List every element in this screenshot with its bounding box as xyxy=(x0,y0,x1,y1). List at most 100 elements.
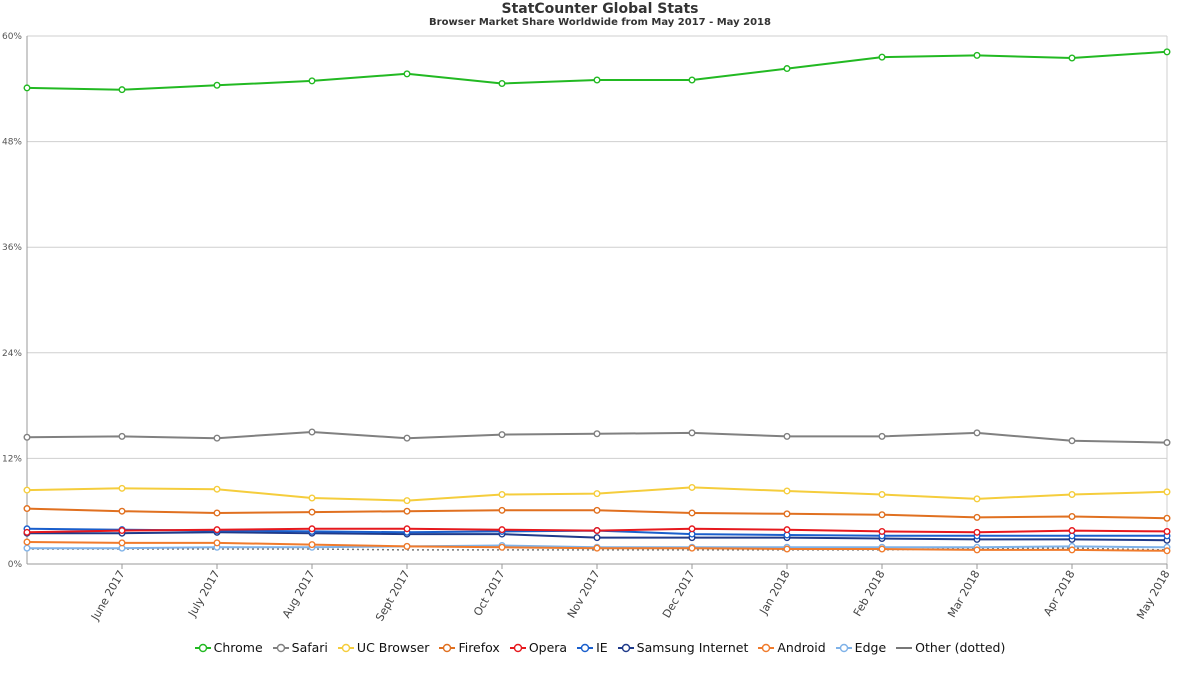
legend-swatch xyxy=(896,646,913,649)
x-tick-label: Oct 2017 xyxy=(471,568,508,618)
data-point xyxy=(213,509,221,517)
data-point xyxy=(118,527,126,535)
data-point xyxy=(688,544,696,552)
data-point xyxy=(118,86,126,94)
x-tick-label: June 2017 xyxy=(88,568,127,623)
y-tick-label: 24% xyxy=(2,349,22,359)
x-tick-label: July 2017 xyxy=(185,568,222,620)
data-point xyxy=(1163,514,1171,522)
data-point xyxy=(403,434,411,442)
legend-swatch-marker xyxy=(839,643,848,652)
data-point xyxy=(1068,546,1076,554)
data-point xyxy=(118,484,126,492)
legend-label: Safari xyxy=(291,640,328,655)
data-point xyxy=(308,508,316,516)
data-point xyxy=(878,53,886,61)
data-point xyxy=(593,544,601,552)
x-tick-label: Dec 2017 xyxy=(660,568,698,620)
data-point xyxy=(498,543,506,551)
data-point xyxy=(593,76,601,84)
data-point xyxy=(973,513,981,521)
data-point xyxy=(213,539,221,547)
data-point xyxy=(1163,547,1171,555)
x-tick-label: Sept 2017 xyxy=(373,568,413,623)
data-point xyxy=(403,507,411,515)
data-point xyxy=(1068,512,1076,520)
y-tick-label: 12% xyxy=(2,454,22,464)
legend-swatch-marker xyxy=(443,643,452,652)
legend-label: Firefox xyxy=(458,640,500,655)
data-point xyxy=(308,428,316,436)
legend-item[interactable]: IE xyxy=(577,640,608,655)
x-tick-label: Mar 2018 xyxy=(945,568,982,620)
data-point xyxy=(783,545,791,553)
data-point xyxy=(23,538,31,546)
legend-item[interactable]: Android xyxy=(758,640,826,655)
data-point xyxy=(878,490,886,498)
x-tick-label: Aug 2017 xyxy=(280,568,318,620)
line-chart: 0% 12% 24% 36% 48% 60% June 2017 July 2017 Aug 2… xyxy=(2,32,1173,623)
x-tick-label: May 2018 xyxy=(1134,568,1172,621)
legend-label: Opera xyxy=(528,640,568,655)
data-point xyxy=(878,432,886,440)
data-point xyxy=(308,541,316,549)
legend-swatch xyxy=(835,643,852,652)
data-point xyxy=(23,433,31,441)
y-tick-label: 0% xyxy=(8,560,23,570)
data-point xyxy=(593,506,601,514)
data-point xyxy=(403,542,411,550)
data-point xyxy=(688,509,696,517)
legend-item[interactable]: Opera xyxy=(509,640,568,655)
legend-label: IE xyxy=(596,640,608,655)
legend-label: Edge xyxy=(854,640,887,655)
data-point xyxy=(213,81,221,89)
data-point xyxy=(23,544,31,552)
data-point xyxy=(688,525,696,533)
legend-item[interactable]: Firefox xyxy=(439,640,500,655)
legend-item[interactable]: UC Browser xyxy=(337,640,430,655)
data-point xyxy=(23,505,31,513)
legend-swatch-marker xyxy=(621,643,630,652)
legend-swatch xyxy=(194,643,211,652)
legend-item[interactable]: Samsung Internet xyxy=(617,640,749,655)
legend-swatch-marker xyxy=(513,643,523,652)
data-point xyxy=(213,485,221,493)
data-point xyxy=(213,526,221,534)
data-point xyxy=(1068,437,1076,445)
series-line xyxy=(26,50,1168,91)
data-point xyxy=(118,539,126,547)
legend-item[interactable]: Edge xyxy=(835,640,887,655)
data-point xyxy=(1163,439,1171,447)
data-point xyxy=(688,76,696,84)
legend-swatch xyxy=(577,643,594,652)
legend-swatch xyxy=(272,643,289,652)
data-point xyxy=(403,525,411,533)
data-point xyxy=(23,528,31,536)
data-point xyxy=(308,494,316,502)
legend-swatch xyxy=(509,643,526,652)
x-tick-label: Apr 2018 xyxy=(1041,568,1078,618)
legend-item[interactable]: Other (dotted) xyxy=(896,640,1005,655)
legend-item[interactable]: Safari xyxy=(272,640,328,655)
data-point xyxy=(403,70,411,78)
data-point xyxy=(1068,54,1076,62)
legend-label: UC Browser xyxy=(356,640,430,655)
data-point xyxy=(308,525,316,533)
legend-swatch-marker xyxy=(580,643,590,652)
legend-swatch xyxy=(758,643,775,652)
data-point xyxy=(593,534,601,542)
data-point xyxy=(498,431,506,439)
data-point xyxy=(118,507,126,515)
data-point xyxy=(878,511,886,519)
data-point xyxy=(498,490,506,498)
legend-item[interactable]: Chrome xyxy=(194,640,263,655)
x-tick-label: Feb 2018 xyxy=(851,568,888,619)
legend-swatch xyxy=(439,643,456,652)
data-point xyxy=(1163,48,1171,56)
data-point xyxy=(783,526,791,534)
data-point xyxy=(973,51,981,59)
data-point xyxy=(688,483,696,491)
legend-swatch xyxy=(337,643,354,652)
legend-label: Other (dotted) xyxy=(915,640,1006,655)
legend-label: Samsung Internet xyxy=(636,640,749,655)
